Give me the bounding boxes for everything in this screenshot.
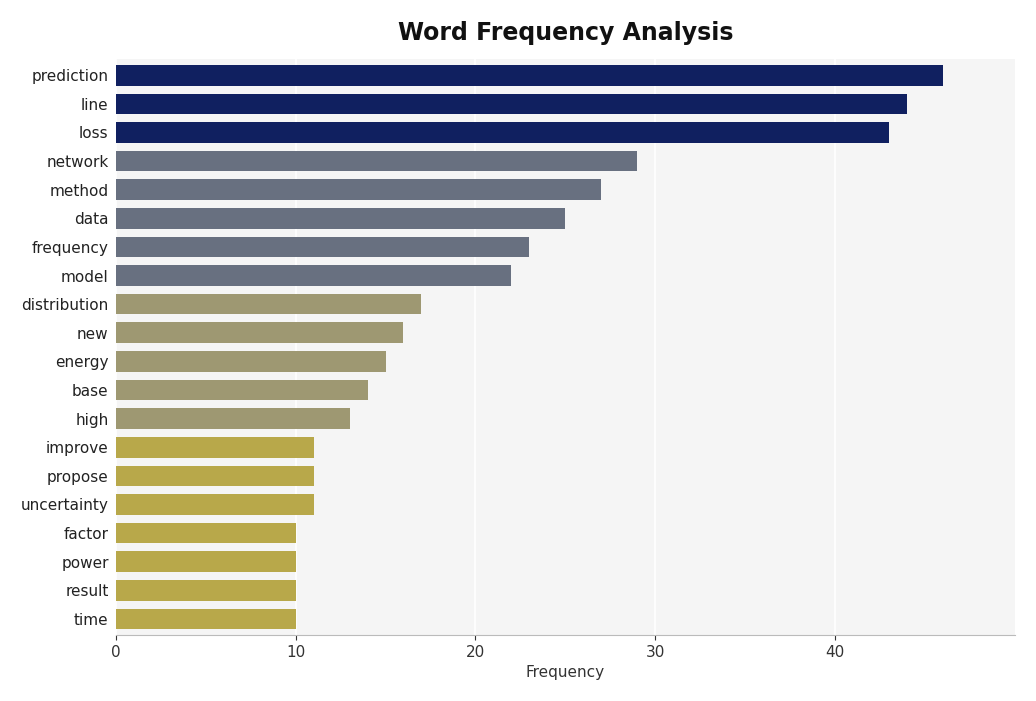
Bar bbox=[116, 122, 889, 143]
Bar bbox=[116, 65, 943, 86]
Bar bbox=[116, 380, 368, 400]
Bar bbox=[116, 552, 295, 572]
Bar bbox=[116, 93, 908, 114]
Bar bbox=[116, 265, 512, 286]
Bar bbox=[116, 437, 314, 458]
Bar bbox=[116, 408, 349, 429]
Bar bbox=[116, 294, 422, 315]
Bar bbox=[116, 608, 295, 629]
Bar bbox=[116, 523, 295, 543]
X-axis label: Frequency: Frequency bbox=[526, 665, 605, 680]
Bar bbox=[116, 494, 314, 515]
Bar bbox=[116, 208, 566, 229]
Bar bbox=[116, 151, 637, 171]
Bar bbox=[116, 322, 403, 343]
Bar bbox=[116, 179, 601, 200]
Bar bbox=[116, 580, 295, 601]
Bar bbox=[116, 351, 385, 372]
Title: Word Frequency Analysis: Word Frequency Analysis bbox=[398, 21, 733, 45]
Bar bbox=[116, 237, 529, 257]
Bar bbox=[116, 465, 314, 486]
